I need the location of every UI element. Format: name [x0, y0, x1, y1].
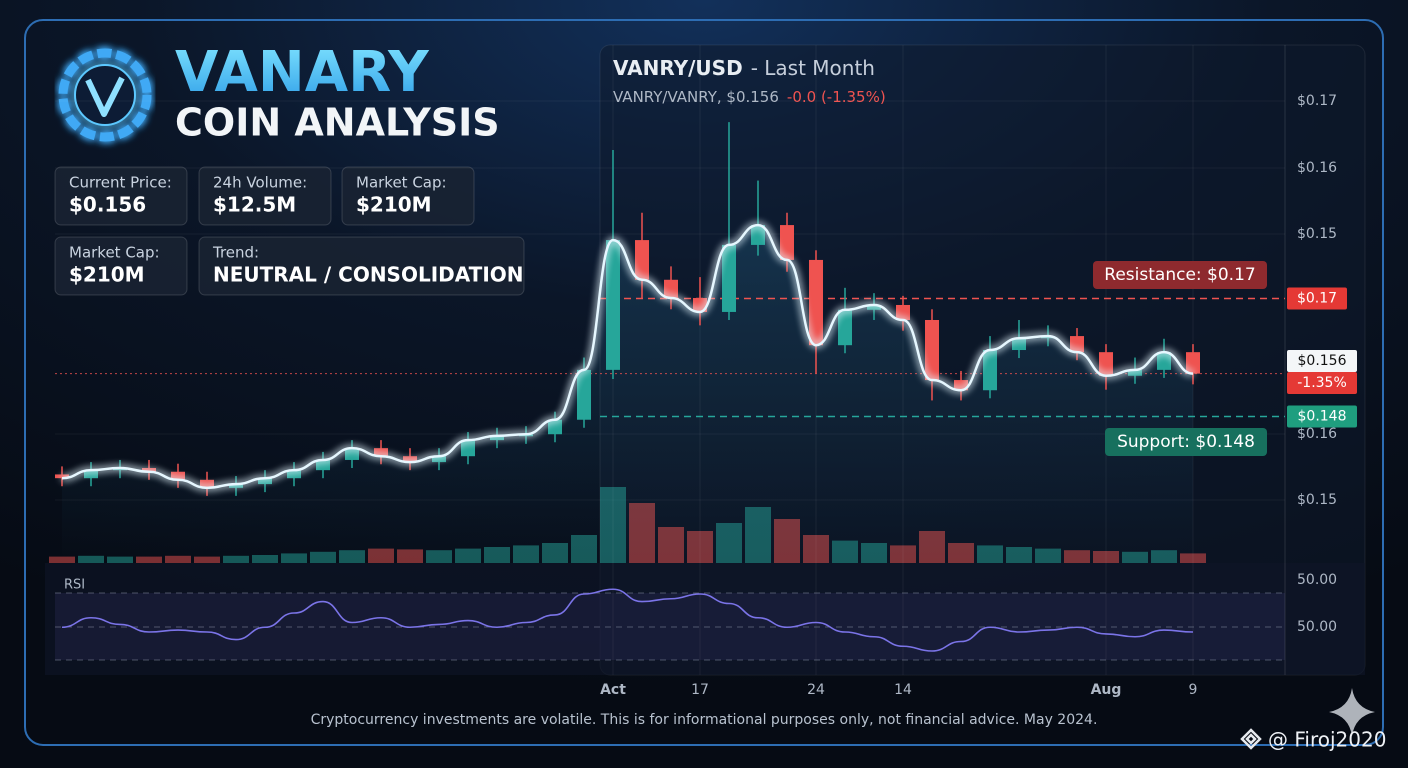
- candle-body: [635, 240, 649, 280]
- price-area: [62, 225, 1193, 563]
- candle-body: [461, 440, 475, 457]
- stat-value: NEUTRAL / CONSOLIDATION: [213, 263, 524, 287]
- logo: [58, 48, 152, 142]
- close-line: [61, 223, 1194, 490]
- subtitle: COIN ANALYSIS: [175, 101, 500, 145]
- stat-label: Market Cap:: [69, 244, 160, 262]
- stat-card: [341, 166, 475, 226]
- current-tag-box: [1287, 350, 1357, 372]
- stat-card: [198, 236, 525, 296]
- resistance-label-box: [1093, 261, 1267, 289]
- x-tick-label: 9: [1189, 682, 1198, 698]
- candle-body: [1186, 352, 1200, 374]
- candle-body: [780, 225, 794, 260]
- resistance-tag-box: [1287, 287, 1347, 310]
- credit: @ Firoj2020: [1268, 728, 1386, 752]
- candle-body: [490, 435, 504, 441]
- x-tick-label: Aug: [1091, 682, 1122, 698]
- candle-body: [925, 319, 939, 381]
- candle-body: [867, 304, 881, 310]
- resistance-label: Resistance: $0.17: [1104, 265, 1255, 285]
- x-tick-label: 24: [807, 682, 825, 698]
- candle-body: [374, 448, 388, 457]
- support-label-box: [1105, 428, 1267, 456]
- current-tag: $0.156: [1298, 353, 1347, 369]
- candle-body: [1099, 352, 1113, 376]
- candle-body: [55, 474, 69, 479]
- candle-body: [896, 304, 910, 320]
- candle-body: [287, 470, 301, 479]
- candle-body: [1157, 352, 1171, 370]
- rsi-label: RSI: [64, 578, 85, 593]
- candle-body: [432, 456, 446, 463]
- chart-title-main: VANRY/USD: [613, 56, 743, 80]
- candle-body: [606, 240, 620, 370]
- stat-card: [198, 166, 332, 226]
- candle-body: [693, 298, 707, 312]
- x-tick-label: 17: [691, 682, 709, 698]
- stat-value: $12.5M: [213, 193, 296, 217]
- change-tag: -1.35%: [1297, 375, 1347, 391]
- candle-body: [838, 309, 852, 346]
- price-axis-label: $0.15: [1297, 492, 1337, 508]
- candle-body: [1070, 336, 1084, 353]
- chart-subtitle: VANRY/VANRY, $0.156 -0.0 (-1.35%): [613, 88, 886, 106]
- candle-body: [577, 369, 591, 420]
- chart: $0.17 $0.16 $0.15 $0.16 $0.15 Act 17 24 14 Aug 9 $0…: [49, 45, 1357, 698]
- candle-body: [142, 467, 156, 472]
- price-axis-label: $0.16: [1297, 426, 1337, 442]
- candle-body: [809, 259, 823, 346]
- x-tick-label: Act: [600, 682, 626, 698]
- candle-body: [171, 471, 185, 480]
- support-tag-box: [1287, 405, 1357, 428]
- resistance-tag: $0.17: [1297, 291, 1337, 307]
- candle-body: [722, 244, 736, 312]
- candle-body: [1128, 369, 1142, 376]
- support-tag: $0.148: [1298, 409, 1347, 425]
- rsi-line: [61, 588, 1194, 652]
- frame: [24, 19, 1384, 746]
- price-axis-label: $0.15: [1297, 226, 1337, 242]
- candle-body: [403, 456, 417, 463]
- stat-value: $210M: [69, 263, 145, 287]
- stat-label: Current Price:: [69, 174, 172, 192]
- candle-body: [1012, 338, 1026, 351]
- candle-body: [258, 478, 272, 485]
- candle-body: [548, 419, 562, 435]
- change-tag-box: [1287, 372, 1357, 394]
- rsi-axis-label: 50.00: [1297, 572, 1337, 588]
- candle-body: [983, 350, 997, 391]
- candle-body: [200, 479, 214, 488]
- stat-card: [54, 166, 188, 226]
- chart-subtitle-main: VANRY/VANRY, $0.156: [613, 88, 779, 106]
- candle-body: [229, 484, 243, 488]
- stat-value: $0.156: [69, 193, 146, 217]
- chart-subtitle-change: -0.0 (-1.35%): [787, 88, 886, 106]
- chart-title-suffix: - Last Month: [751, 56, 875, 80]
- candle-body: [84, 470, 98, 479]
- rsi-panel: [45, 563, 1365, 675]
- candle-body: [316, 459, 330, 471]
- candle-body: [345, 448, 359, 460]
- stat-label: 24h Volume:: [213, 174, 307, 192]
- stat-label: Trend:: [212, 244, 259, 262]
- x-tick-label: 14: [894, 682, 912, 698]
- candle-body: [664, 279, 678, 299]
- sparkle-icon: [1329, 688, 1375, 736]
- stat-value: $210M: [356, 193, 432, 217]
- candle-body: [751, 225, 765, 245]
- credit-icon: [1240, 728, 1262, 750]
- candle-body: [954, 380, 968, 391]
- disclaimer: Cryptocurrency investments are volatile.…: [311, 712, 1098, 728]
- chart-title: VANRY/USD - Last Month: [613, 56, 875, 80]
- price-axis-label: $0.16: [1297, 160, 1337, 176]
- rsi-axis-label: 50.00: [1297, 619, 1337, 635]
- stat-card: [54, 236, 188, 296]
- support-label: Support: $0.148: [1117, 432, 1255, 452]
- title: VANARY: [175, 40, 430, 105]
- stat-label: Market Cap:: [356, 174, 447, 192]
- stats: Current Price:$0.156 24h Volume:$12.5M Mar…: [54, 166, 525, 296]
- price-axis-label: $0.17: [1297, 93, 1337, 109]
